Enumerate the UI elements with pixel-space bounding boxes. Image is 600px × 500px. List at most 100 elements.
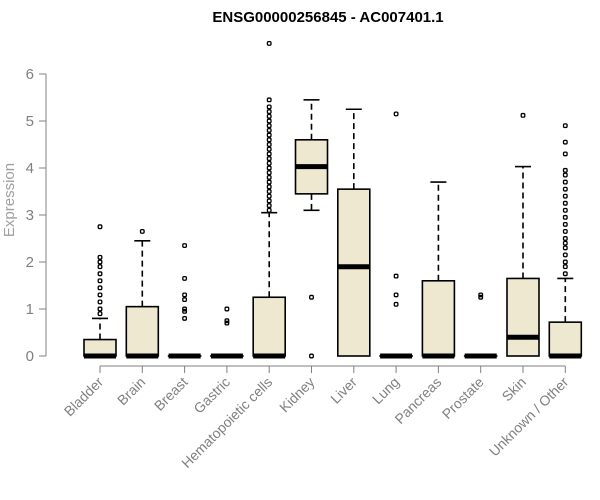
outlier-point <box>478 294 484 300</box>
y-tick-label: 6 <box>26 66 34 83</box>
outlier-point <box>562 193 568 199</box>
outlier-point <box>309 294 314 300</box>
box-9 <box>463 292 498 359</box>
outlier-point <box>266 198 272 204</box>
iqr-box <box>125 305 160 357</box>
outlier-point <box>562 123 568 129</box>
box-6 <box>336 108 371 357</box>
iqr-box <box>336 188 371 357</box>
box-11 <box>548 123 583 359</box>
outlier-point <box>562 207 568 213</box>
outlier-point <box>562 240 568 246</box>
x-tick-label: Skin <box>499 374 530 405</box>
outlier-point <box>562 179 568 185</box>
outlier-point <box>266 113 272 119</box>
x-tick-label: Unknown / Other <box>486 374 572 460</box>
y-axis-label: Expression <box>1 163 18 237</box>
outlier-point <box>224 306 230 312</box>
x-tick-label: Bladder <box>61 374 107 420</box>
box-8 <box>421 181 456 359</box>
outlier-point <box>562 214 568 220</box>
outlier-point <box>562 186 568 192</box>
x-tick-label: Brain <box>114 374 148 408</box>
box-3 <box>210 306 244 359</box>
outlier-point <box>266 137 272 143</box>
chart-title: ENSG00000256845 - AC007401.1 <box>212 9 443 26</box>
outlier-point <box>182 297 188 303</box>
y-tick-label: 3 <box>26 207 34 224</box>
outlier-point <box>266 179 272 185</box>
iqr-box <box>252 296 286 357</box>
outlier-point <box>562 245 568 251</box>
x-tick-label: Breast <box>151 374 191 414</box>
outlier-point <box>562 221 568 227</box>
outlier-point <box>182 292 188 298</box>
y-tick-label: 2 <box>26 254 34 271</box>
y-tick-label: 5 <box>26 113 34 130</box>
outlier-point <box>266 156 272 162</box>
outlier-point <box>266 97 272 103</box>
outlier-point <box>266 146 272 152</box>
outlier-point <box>562 259 568 265</box>
outlier-point <box>393 273 399 279</box>
outlier-point <box>520 112 526 118</box>
outlier-point <box>97 224 103 230</box>
outlier-point <box>182 315 188 321</box>
outlier-point <box>97 285 103 291</box>
outlier-point <box>182 275 188 281</box>
outlier-point <box>97 259 103 265</box>
iqr-box <box>421 279 456 357</box>
outlier-point <box>97 271 103 277</box>
box-10 <box>506 112 540 357</box>
outlier-point <box>562 200 568 206</box>
outlier-point <box>224 318 230 324</box>
outlier-point <box>393 292 399 298</box>
box-2 <box>167 243 202 359</box>
outlier-point <box>97 306 103 312</box>
outlier-point <box>266 160 272 166</box>
outlier-point <box>266 174 272 180</box>
outlier-point <box>182 306 188 312</box>
outlier-point <box>266 165 272 171</box>
y-tick-label: 1 <box>26 301 34 318</box>
outlier-point <box>97 264 103 270</box>
y-tick-label: 4 <box>26 160 34 177</box>
box-0 <box>83 224 117 359</box>
outlier-point <box>182 243 188 248</box>
outlier-point <box>562 264 568 270</box>
x-tick-label: Liver <box>327 374 360 407</box>
outlier-point <box>562 167 568 173</box>
outlier-point <box>478 292 484 298</box>
outlier-point <box>562 151 568 157</box>
outlier-point <box>266 170 272 176</box>
x-tick-label: Kidney <box>276 374 318 416</box>
outlier-point <box>393 301 399 307</box>
outlier-point <box>562 271 568 277</box>
box-4 <box>252 41 286 359</box>
y-tick-label: 0 <box>26 348 34 365</box>
box-group <box>83 41 583 359</box>
outlier-point <box>266 207 272 213</box>
outlier-point <box>562 252 568 258</box>
outlier-point <box>224 320 230 326</box>
outlier-point <box>562 236 568 241</box>
outlier-point <box>97 254 103 260</box>
outlier-point <box>97 278 103 284</box>
x-tick-label: Pancreas <box>391 374 444 427</box>
outlier-point <box>266 142 272 147</box>
x-tick-label: Prostate <box>439 374 487 422</box>
outlier-point <box>266 118 272 124</box>
outlier-point <box>266 132 272 138</box>
outlier-point <box>266 109 272 115</box>
x-tick-label: Lung <box>369 374 402 407</box>
outlier-point <box>266 41 272 46</box>
outlier-point <box>266 189 272 194</box>
outlier-point <box>266 193 272 199</box>
outlier-point <box>562 228 568 234</box>
outlier-point <box>266 151 272 157</box>
outlier-point <box>309 353 314 359</box>
box-1 <box>125 228 160 359</box>
outlier-point <box>562 172 568 178</box>
